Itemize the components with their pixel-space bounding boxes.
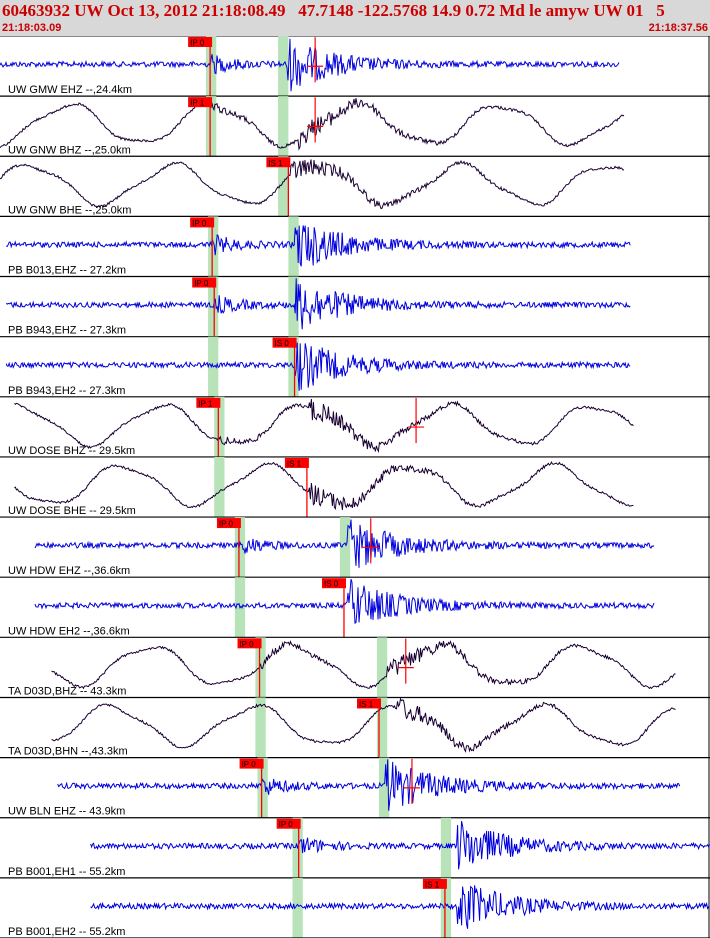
seismogram-panel[interactable]: IP 0 UW GMW EHZ --,24.4km IP 1 UW GNW BHZ -… [0,36,710,938]
pick-label: IP 0 [242,760,257,769]
pick-window-1 [214,456,225,518]
pick-label: IP 0 [192,219,207,228]
station-label: UW DOSE BHE -- 29.5km [8,505,136,517]
waveform-trace [51,697,676,753]
waveform-trace [6,225,631,267]
pick-label-box [196,397,221,408]
pick-label-box [266,157,291,168]
pick-window-1 [255,637,266,698]
station-label: TA D03D,BHN --,43.3km [8,746,128,758]
pick-window-2 [278,96,289,157]
event-title: 60463932 UW Oct 13, 2012 21:18:08.49 47.… [2,1,665,20]
event-header: 60463932 UW Oct 13, 2012 21:18:08.49 47.… [0,0,710,37]
pick-window-2 [288,216,299,277]
pick-window-2 [440,877,452,938]
pick-label-box [272,337,297,348]
window-start-time: 21:18:03.09 [2,22,62,34]
pick-window-1 [205,96,217,157]
pick-label-box [190,217,215,228]
station-label: TA D03D,BHZ -- 43.3km [8,685,126,697]
station-label: UW HDW EH2 --,36.6km [8,625,130,637]
pick-label-box [284,457,309,468]
pick-label-box [237,638,262,649]
pick-label: IS 0 [275,339,290,348]
station-label: PB B001,EH1 -- 55.2km [8,866,125,878]
pick-label: IP 0 [240,640,255,649]
pick-window-1 [234,517,246,578]
pick-window-2 [288,336,299,397]
pick-label: IS 1 [425,880,440,889]
waveform-trace [34,519,655,568]
waveform-trace [57,759,681,811]
pick-window-1 [278,156,289,217]
pick-label-box [216,518,241,529]
station-label: PB B943,EH2 -- 27.3km [8,385,125,397]
window-end-time: 21:18:37.56 [648,22,708,34]
pick-window-2 [339,517,351,578]
pick-label: IP 1 [198,399,213,408]
station-label: PB B013,EHZ -- 27.2km [8,265,126,277]
pick-window-1 [205,36,217,97]
pick-window-1 [292,877,303,938]
station-label: UW HDW EHZ --,36.6km [8,565,130,577]
waveform-trace [14,398,634,454]
waveform-trace [5,278,631,330]
pick-label: IP 0 [194,279,209,288]
pick-label: IS 0 [324,580,339,589]
waveform-trace [14,461,634,510]
pick-label-box [422,878,447,889]
pick-label: IP 0 [219,520,234,529]
station-label: UW GNW BHE --,25.0km [8,204,131,216]
pick-window-2 [376,697,388,758]
pick-window-2 [376,637,388,698]
pick-label-box [276,818,301,829]
station-label: UW GMW EHZ --,24.4km [8,84,132,96]
station-label: UW DOSE BHZ -- 29.5km [8,445,135,457]
pick-label: IS 1 [287,459,302,468]
pick-label-box [239,758,264,769]
waveform-trace [51,640,676,690]
pick-window-2 [278,36,289,97]
waveform-trace [0,38,620,92]
waveform-trace [5,342,631,391]
pick-label: IP 0 [190,39,205,48]
pick-label: IS 1 [359,700,374,709]
pick-label-box [321,578,346,589]
station-label: PB B001,EH2 -- 55.2km [8,926,125,938]
pick-label: IP 0 [279,820,294,829]
station-label: PB B943,EHZ -- 27.3km [8,325,126,337]
station-label: UW BLN EHZ -- 43.9km [8,806,125,818]
pick-label: IS 1 [268,159,283,168]
pick-window-1 [257,757,268,818]
pick-label: IP 1 [190,99,205,108]
pick-window-1 [214,396,225,457]
station-label: UW GNW BHZ --,25.0km [8,144,131,156]
pick-label-box [188,37,213,47]
pick-label-box [188,97,213,108]
waveform-trace [90,885,710,929]
pick-window-1 [208,216,219,277]
waveform-trace [90,820,710,870]
waveform-trace [0,98,625,151]
waveform-trace [0,159,625,210]
pick-label-box [192,277,217,288]
pick-window-1 [255,697,266,758]
pick-window-2 [378,757,390,818]
pick-label-box [356,698,381,709]
